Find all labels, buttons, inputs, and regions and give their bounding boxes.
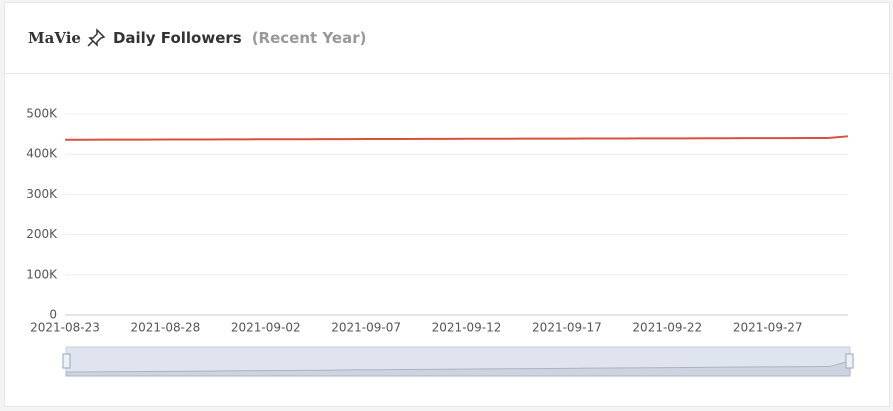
account-name: MaVie: [28, 29, 81, 47]
x-tick-label: 2021-08-23: [30, 321, 100, 335]
y-tick-label: 200K: [26, 227, 58, 241]
y-tick-label: 100K: [26, 267, 58, 281]
y-tick-label: 0: [49, 308, 57, 322]
pin-icon: [87, 28, 106, 47]
x-tick-label: 2021-09-27: [733, 321, 803, 335]
y-tick-label: 400K: [26, 147, 58, 161]
y-tick-label: 300K: [26, 187, 58, 201]
x-tick-label: 2021-09-22: [632, 321, 702, 335]
x-tick-label: 2021-08-28: [131, 321, 201, 335]
chart-subtitle: (Recent Year): [251, 29, 367, 47]
data-line: [65, 135, 849, 141]
x-tick-label: 2021-09-17: [532, 321, 602, 335]
header: MaVie Daily Followers (Recent Year): [5, 3, 889, 74]
x-tick-label: 2021-09-07: [331, 321, 401, 335]
zoom-handle[interactable]: [845, 353, 854, 369]
zoom-handle[interactable]: [62, 353, 71, 369]
chart-title: Daily Followers: [112, 29, 242, 47]
y-tick-label: 500K: [26, 107, 58, 121]
x-tick-label: 2021-09-02: [231, 321, 301, 335]
x-tick-label: 2021-09-12: [432, 321, 502, 335]
card: MaVie Daily Followers (Recent Year): [4, 2, 890, 407]
zoom-preview: [65, 360, 851, 377]
